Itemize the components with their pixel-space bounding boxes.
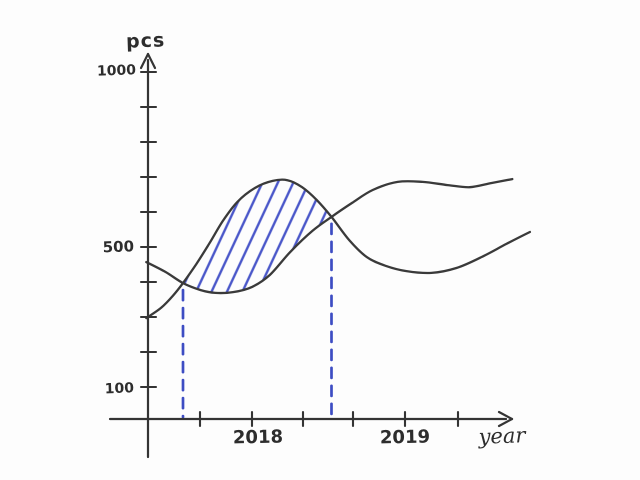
y-tick-label-1000: 1000: [96, 62, 137, 80]
y-axis-arrowhead-icon: [139, 52, 157, 70]
x-axis-arrowhead-icon: [497, 410, 514, 428]
y-tick-label-100: 100: [104, 380, 135, 398]
curve-1-line: [145, 177, 514, 295]
hatched-area-between-curves: [183, 179, 332, 294]
x-axis-title: year: [478, 423, 526, 449]
curve-2-line: [145, 178, 532, 320]
y-axis-title: pcs: [125, 29, 166, 53]
x-tick-label-2019: 2019: [379, 426, 431, 449]
dashed-guide-lines: [181, 222, 333, 419]
axis-tick-marks: [139, 70, 460, 428]
y-tick-label-500: 500: [102, 237, 135, 257]
axes: [108, 52, 514, 459]
x-tick-label-2018: 2018: [232, 426, 284, 449]
